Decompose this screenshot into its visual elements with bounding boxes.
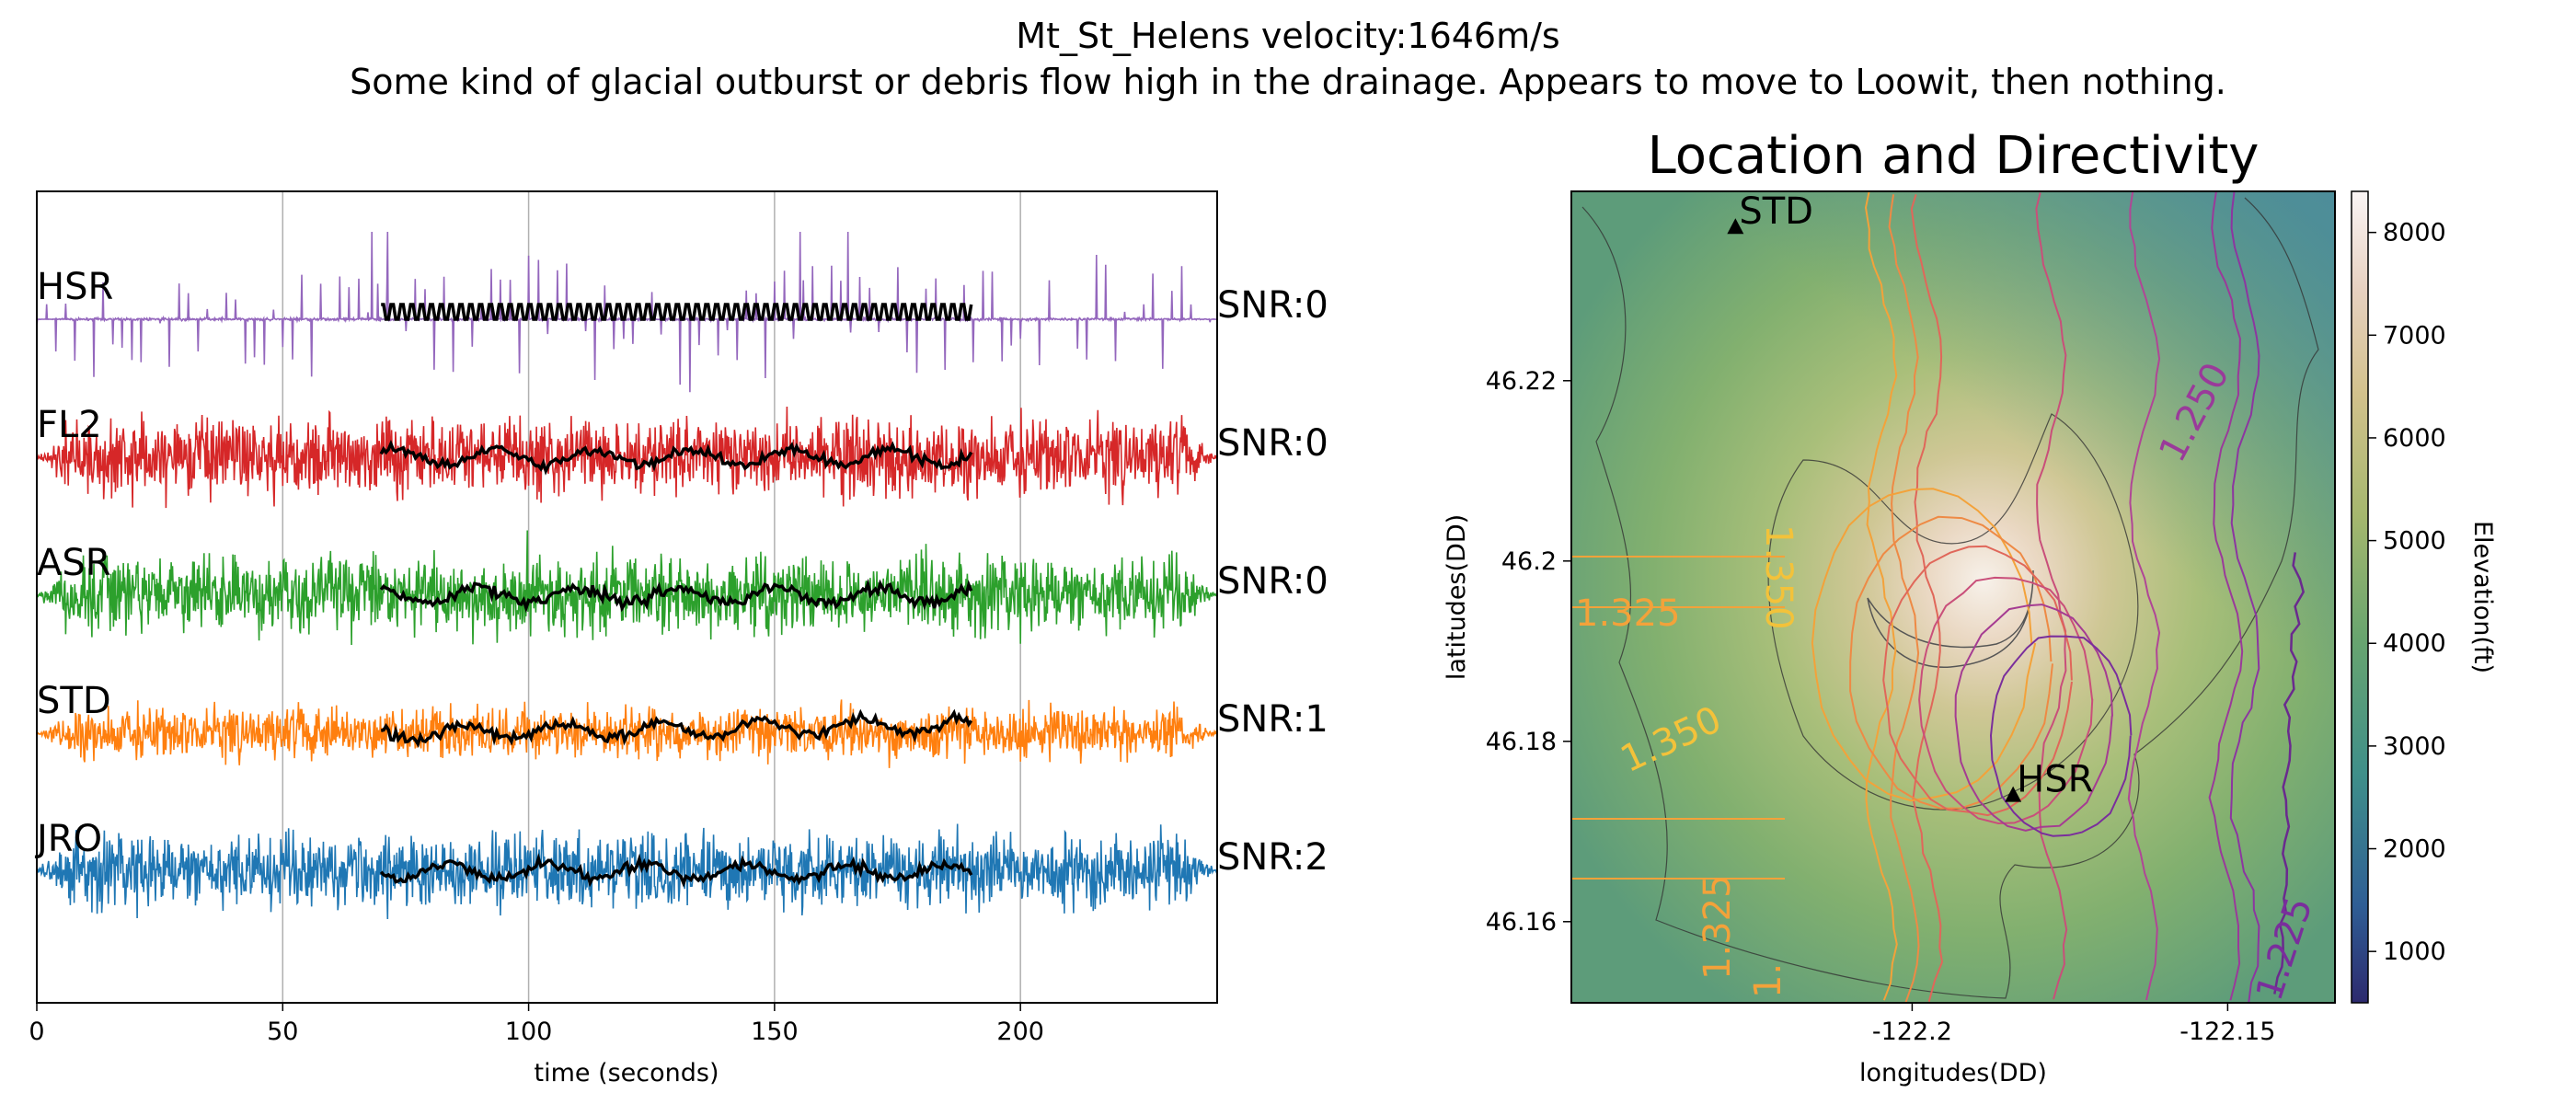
waveform-traces <box>37 231 1217 920</box>
directivity-contour-line <box>1864 191 1898 1001</box>
envelope-HSR <box>381 303 973 321</box>
trace-JRO <box>37 823 1217 920</box>
map-x-tick-label: -122.15 <box>2179 1018 2275 1046</box>
map-y-tick-label: 46.18 <box>1486 728 1557 756</box>
trace-labels: HSR SNR:0 FL2 SNR:0 ASR SNR:0 STD SNR:1 JRO SNR:2 <box>34 266 1328 879</box>
x-tick-label: 150 <box>751 1018 799 1046</box>
directivity-contour-line <box>1888 194 1920 1003</box>
colorbar-gradient <box>2351 190 2369 1004</box>
contour-label: 1. <box>1747 963 1789 998</box>
crater-boundary <box>1767 413 2139 811</box>
station-marker-STD <box>1727 218 1744 235</box>
map-y-tick-label: 46.16 <box>1486 908 1557 937</box>
colorbar-tick-label: 1000 <box>2383 937 2446 966</box>
directivity-contour-line <box>1811 488 2037 802</box>
map-x-tick-label: -122.2 <box>1872 1018 1952 1046</box>
directivity-contour-line <box>2273 552 2306 995</box>
elevation-colorbar: 1000 2000 3000 4000 5000 6000 7000 8000 Elevati… <box>2351 190 2497 1004</box>
envelope-JRO <box>379 853 973 888</box>
directivity-contours <box>1571 191 2306 1003</box>
colorbar-tick-label: 4000 <box>2383 629 2446 658</box>
colorbar-label: Elevation(ft) <box>2468 521 2497 673</box>
elevation-map-lowland <box>1571 191 2335 1003</box>
directivity-contour-line <box>1954 604 2113 832</box>
x-tick-label: 0 <box>29 1018 44 1046</box>
directivity-contour-line <box>1910 194 1944 1002</box>
directivity-contour-line <box>1849 515 2053 810</box>
station-label-ASR: ASR <box>37 542 111 584</box>
map-title: Location and Directivity <box>1648 126 2260 186</box>
colorbar-tick-label: 2000 <box>2383 835 2446 864</box>
directivity-contour-line <box>1989 635 2133 837</box>
directivity-contour-line <box>2208 191 2244 1001</box>
contour-label: 1.350 <box>1757 524 1800 630</box>
station-label-FL2: FL2 <box>37 404 102 446</box>
station-name-STD: STD <box>1739 190 1813 233</box>
location-map-panel: Location and Directivity 1.325 1.3501.350… <box>1443 126 2336 1087</box>
trace-ASR <box>37 530 1217 646</box>
colorbar-ticks: 1000 2000 3000 4000 5000 6000 7000 8000 <box>2368 219 2446 966</box>
map-y-axis-label: latitudes(DD) <box>1443 514 1471 680</box>
contour-label: 1.325 <box>1575 592 1681 635</box>
map-axes-frame <box>1570 190 2336 1004</box>
snr-label-JRO: SNR:2 <box>1217 836 1328 879</box>
trace-STD <box>37 699 1217 768</box>
x-tick-label: 100 <box>505 1018 553 1046</box>
envelope-STD <box>380 708 973 748</box>
directivity-contour-line <box>2127 191 2161 1001</box>
map-x-axis-label: longitudes(DD) <box>1859 1059 2047 1087</box>
trace-HSR <box>37 231 1217 393</box>
snr-label-HSR: SNR:0 <box>1217 284 1328 327</box>
waveform-panel: HSR SNR:0 FL2 SNR:0 ASR SNR:0 STD SNR:1 JRO SNR:2… <box>29 190 1328 1087</box>
colorbar-tick-label: 7000 <box>2383 321 2446 350</box>
figure-title: Mt_St_Helens velocity:1646m/s <box>1016 16 1559 56</box>
envelope-FL2 <box>379 439 973 476</box>
colorbar-tick-label: 6000 <box>2383 424 2446 453</box>
colorbar-tick-label: 3000 <box>2383 732 2446 761</box>
x-tick-label: 200 <box>996 1018 1044 1046</box>
snr-label-ASR: SNR:0 <box>1217 560 1328 603</box>
directivity-contour-line <box>1918 576 2094 825</box>
map-y-tick-label: 46.2 <box>1501 547 1557 576</box>
envelope-ASR <box>379 578 973 614</box>
left-axes-frame <box>36 190 1218 1004</box>
left-x-axis-label: time (seconds) <box>534 1059 719 1087</box>
crater-rim <box>1867 569 2034 668</box>
trace-FL2 <box>37 406 1217 509</box>
snr-label-STD: SNR:1 <box>1217 698 1328 741</box>
station-label-JRO: JRO <box>34 818 102 860</box>
station-marker-HSR <box>2005 786 2022 802</box>
colorbar-tick-label: 8000 <box>2383 219 2446 247</box>
station-markers: STD HSR <box>1727 190 2093 802</box>
station-label-HSR: HSR <box>37 266 113 308</box>
directivity-contour-line <box>1882 545 2073 817</box>
directivity-contour-line <box>2035 192 2068 1000</box>
left-x-ticks: 0 50 100 150 200 <box>29 1003 1044 1046</box>
map-y-tick-label: 46.22 <box>1486 367 1557 396</box>
snr-label-FL2: SNR:0 <box>1217 422 1328 465</box>
directivity-contour-line <box>2229 191 2260 1003</box>
station-label-STD: STD <box>37 680 111 722</box>
map-axis-ticks: -122.2 -122.15 46.22 46.2 46.18 46.16 <box>1486 367 2276 1046</box>
x-tick-label: 50 <box>267 1018 298 1046</box>
station-name-HSR: HSR <box>2017 759 2093 801</box>
watershed-boundary <box>1581 197 2319 999</box>
figure-subtitle: Some kind of glacial outburst or debris … <box>350 62 2226 102</box>
contour-label: 1.325 <box>1696 874 1739 980</box>
colorbar-tick-label: 5000 <box>2383 527 2446 556</box>
